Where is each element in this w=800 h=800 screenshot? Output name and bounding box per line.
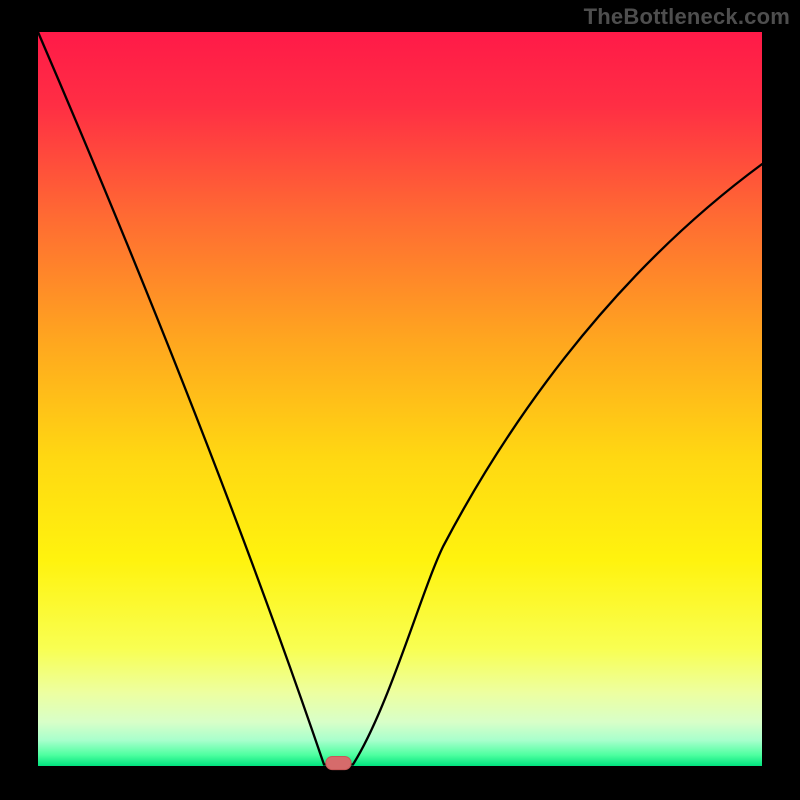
optimum-marker <box>326 756 351 769</box>
watermark-text: TheBottleneck.com <box>584 4 790 30</box>
chart-container: TheBottleneck.com <box>0 0 800 800</box>
chart-svg <box>0 0 800 800</box>
plot-background <box>38 32 762 766</box>
